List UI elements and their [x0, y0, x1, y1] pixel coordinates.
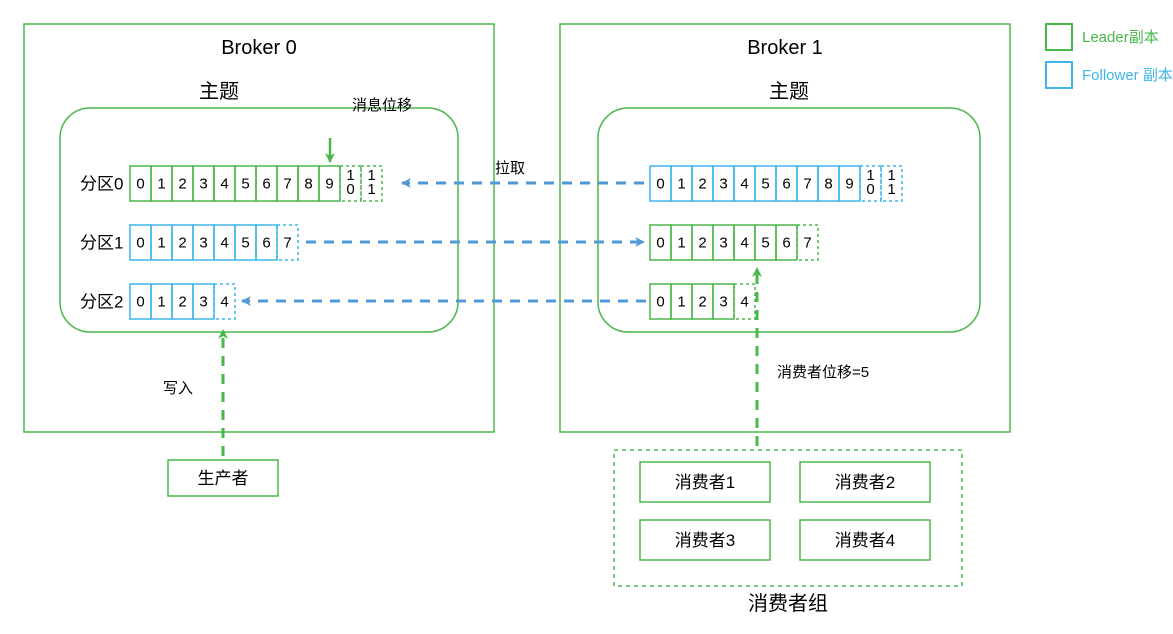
offset-value: 5 — [761, 235, 769, 252]
offset-value: 3 — [719, 176, 727, 193]
write-label: 写入 — [163, 380, 193, 397]
offset-value: 4 — [220, 235, 228, 252]
consumer-label: 消费者3 — [675, 531, 735, 550]
offset-value: 0 — [656, 294, 664, 311]
offset-value: 5 — [241, 235, 249, 252]
offset-value: 9 — [325, 176, 333, 193]
offset-value: 7 — [283, 235, 291, 252]
consumer-label: 消费者1 — [675, 473, 735, 492]
offset-value: 1 — [157, 294, 165, 311]
offset-value: 4 — [740, 235, 748, 252]
legend-follower-label: Follower 副本 — [1082, 67, 1173, 84]
offset-value: 6 — [262, 235, 270, 252]
offset-value: 0 — [346, 181, 354, 198]
partition-label: 分区0 — [80, 175, 123, 194]
offset-value: 5 — [761, 176, 769, 193]
offset-value: 6 — [782, 176, 790, 193]
offset-value: 0 — [656, 235, 664, 252]
offset-value: 8 — [824, 176, 832, 193]
offset-value: 4 — [740, 294, 748, 311]
message-offset-label: 消息位移 — [352, 97, 412, 114]
partition-label: 分区1 — [80, 234, 123, 253]
topic-label: 主题 — [199, 80, 239, 103]
broker-title: Broker 0 — [221, 37, 297, 59]
offset-value: 4 — [220, 294, 228, 311]
legend-leader-label: Leader副本 — [1082, 29, 1159, 46]
offset-value: 0 — [866, 181, 874, 198]
offset-value: 1 — [157, 176, 165, 193]
offset-value: 7 — [803, 235, 811, 252]
offset-value: 3 — [719, 235, 727, 252]
offset-value: 1 — [677, 235, 685, 252]
offset-value: 9 — [845, 176, 853, 193]
offset-value: 2 — [178, 294, 186, 311]
legend-follower-swatch — [1046, 62, 1072, 88]
offset-value: 2 — [698, 176, 706, 193]
topic-label: 主题 — [769, 80, 809, 103]
offset-value: 0 — [136, 176, 144, 193]
offset-value: 7 — [283, 176, 291, 193]
offset-value: 4 — [220, 176, 228, 193]
offset-value: 3 — [199, 176, 207, 193]
offset-value: 5 — [241, 176, 249, 193]
broker-title: Broker 1 — [747, 37, 823, 59]
offset-value: 2 — [698, 235, 706, 252]
offset-value: 2 — [178, 235, 186, 252]
partition-label: 分区2 — [80, 293, 123, 312]
consumer-group-label: 消费者组 — [748, 592, 828, 615]
offset-value: 7 — [803, 176, 811, 193]
offset-value: 1 — [677, 176, 685, 193]
offset-value: 2 — [698, 294, 706, 311]
offset-value: 1 — [367, 181, 375, 198]
offset-value: 0 — [136, 294, 144, 311]
producer-label: 生产者 — [198, 469, 249, 488]
offset-value: 0 — [136, 235, 144, 252]
offset-value: 0 — [656, 176, 664, 193]
arrow-label: 拉取 — [495, 160, 525, 177]
offset-value: 6 — [782, 235, 790, 252]
offset-value: 6 — [262, 176, 270, 193]
broker-box — [24, 24, 494, 432]
legend-leader-swatch — [1046, 24, 1072, 50]
consumer-offset-label: 消费者位移=5 — [777, 364, 869, 381]
consumer-label: 消费者2 — [835, 473, 895, 492]
offset-value: 1 — [887, 181, 895, 198]
offset-value: 4 — [740, 176, 748, 193]
offset-value: 1 — [157, 235, 165, 252]
consumer-label: 消费者4 — [835, 531, 895, 550]
offset-value: 3 — [719, 294, 727, 311]
consumer-group-box — [614, 450, 962, 586]
offset-value: 3 — [199, 294, 207, 311]
topic-box — [598, 108, 980, 332]
offset-value: 1 — [677, 294, 685, 311]
offset-value: 2 — [178, 176, 186, 193]
offset-value: 3 — [199, 235, 207, 252]
offset-value: 8 — [304, 176, 312, 193]
